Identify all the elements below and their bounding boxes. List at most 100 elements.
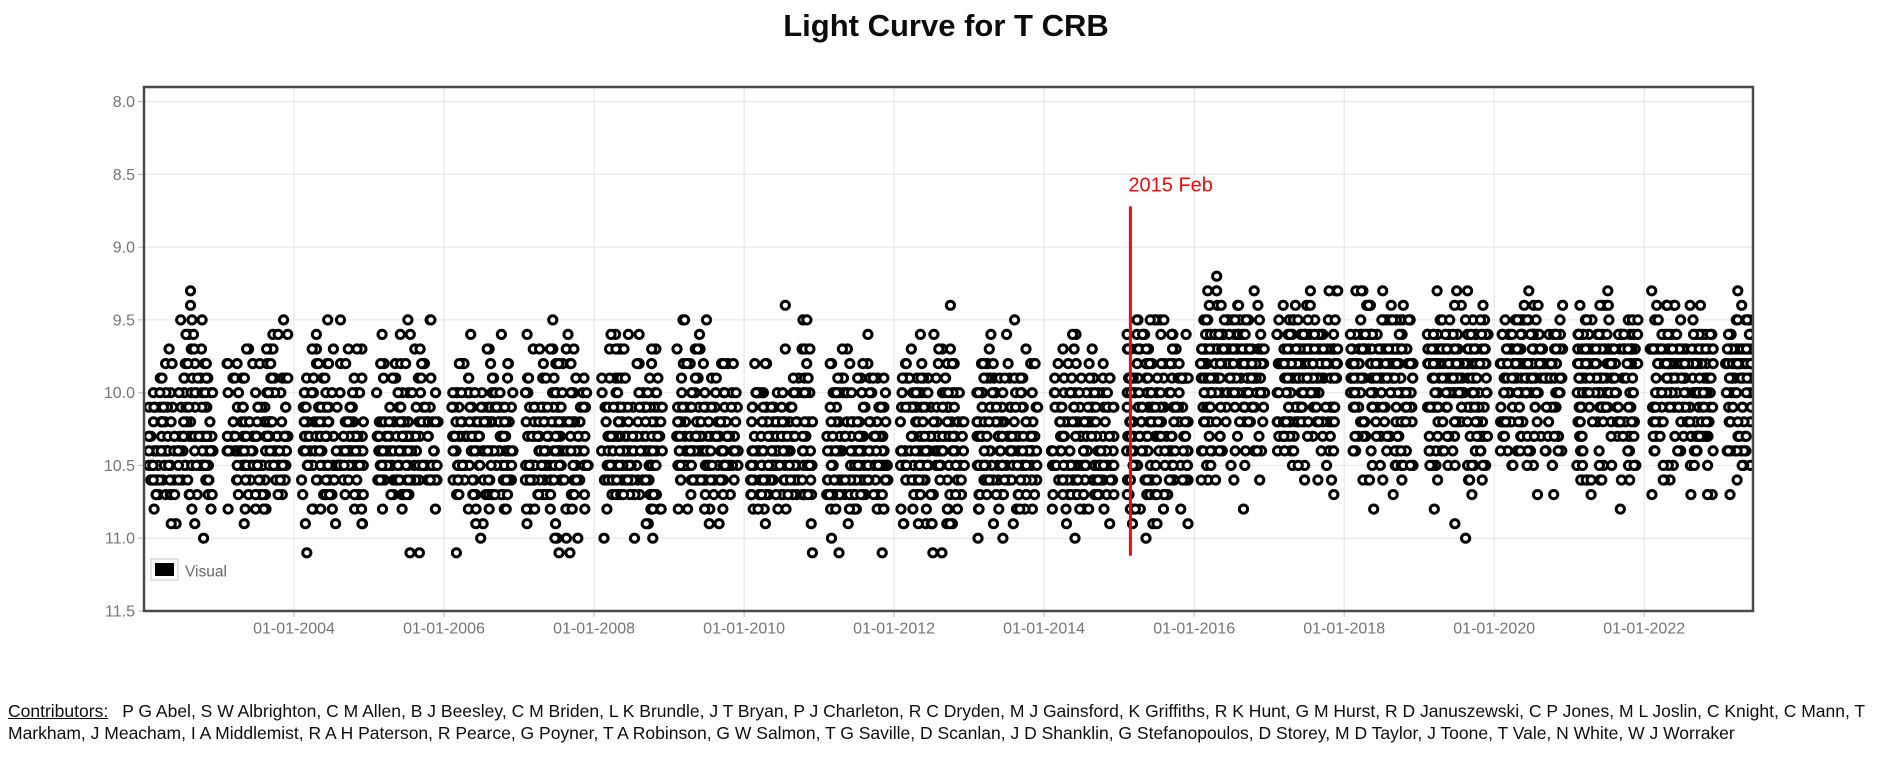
data-point bbox=[1687, 314, 1699, 326]
data-point bbox=[1480, 387, 1493, 399]
data-point bbox=[705, 445, 717, 457]
data-point bbox=[1228, 387, 1241, 399]
data-point bbox=[1732, 285, 1744, 297]
data-point bbox=[1621, 358, 1633, 370]
data-point bbox=[1181, 459, 1193, 471]
data-point bbox=[229, 430, 241, 442]
data-point bbox=[1238, 401, 1250, 413]
data-point bbox=[1466, 459, 1478, 471]
data-point bbox=[1451, 358, 1463, 370]
data-point bbox=[1467, 387, 1479, 399]
data-point bbox=[1282, 343, 1294, 355]
data-point bbox=[1384, 387, 1397, 399]
data-point bbox=[502, 372, 514, 384]
data-point bbox=[832, 372, 844, 384]
data-point bbox=[322, 314, 334, 326]
data-point bbox=[544, 343, 557, 355]
data-point bbox=[306, 387, 318, 399]
data-point bbox=[674, 459, 687, 471]
data-point bbox=[424, 474, 436, 486]
data-point bbox=[1180, 430, 1192, 442]
data-point bbox=[978, 372, 990, 384]
data-point bbox=[1176, 372, 1188, 384]
data-point bbox=[326, 503, 338, 515]
data-point bbox=[695, 474, 707, 486]
data-point bbox=[1104, 372, 1116, 384]
data-point bbox=[501, 489, 514, 501]
data-point bbox=[1609, 387, 1621, 399]
data-point bbox=[1427, 328, 1440, 340]
data-point bbox=[232, 489, 244, 501]
data-point bbox=[1617, 430, 1629, 442]
data-point bbox=[1521, 314, 1533, 326]
data-point bbox=[1694, 372, 1706, 384]
data-point bbox=[1740, 387, 1752, 399]
data-point bbox=[1205, 459, 1217, 471]
data-point bbox=[1383, 343, 1395, 355]
data-point bbox=[933, 343, 945, 355]
contributors: Contributors: P G Abel, S W Albrighton, C… bbox=[8, 700, 1886, 744]
data-point bbox=[1129, 503, 1141, 515]
data-point bbox=[1707, 445, 1719, 457]
data-point bbox=[957, 445, 970, 457]
data-point bbox=[249, 489, 262, 501]
data-point bbox=[1057, 343, 1069, 355]
data-point bbox=[762, 430, 774, 442]
data-point bbox=[1387, 314, 1399, 326]
data-point bbox=[1608, 343, 1620, 355]
data-point bbox=[990, 489, 1002, 501]
data-point bbox=[1073, 387, 1085, 399]
data-point bbox=[805, 518, 817, 530]
data-point bbox=[202, 474, 214, 486]
data-point bbox=[1647, 343, 1659, 355]
data-point bbox=[956, 430, 968, 442]
data-point bbox=[482, 445, 494, 457]
data-point bbox=[1606, 459, 1618, 471]
data-point bbox=[222, 445, 234, 457]
data-point bbox=[1078, 416, 1091, 428]
data-point bbox=[863, 445, 875, 457]
data-point bbox=[1368, 503, 1380, 515]
data-point bbox=[1574, 299, 1586, 311]
data-point bbox=[1066, 372, 1078, 384]
data-point bbox=[825, 416, 837, 428]
data-point bbox=[627, 430, 639, 442]
data-point bbox=[746, 459, 758, 471]
data-point bbox=[394, 416, 407, 428]
data-point bbox=[1229, 445, 1241, 457]
data-point bbox=[1218, 343, 1230, 355]
data-point bbox=[330, 518, 342, 530]
data-point bbox=[1432, 474, 1444, 486]
data-point bbox=[927, 547, 939, 559]
data-point bbox=[1323, 285, 1335, 297]
data-point bbox=[553, 416, 565, 428]
data-point bbox=[404, 547, 416, 559]
data-point bbox=[907, 503, 919, 515]
data-point bbox=[1213, 328, 1225, 340]
data-point bbox=[1614, 416, 1626, 428]
data-point bbox=[1455, 401, 1468, 413]
data-point bbox=[1550, 343, 1562, 355]
data-point bbox=[998, 474, 1011, 486]
data-point bbox=[1596, 474, 1608, 486]
data-point bbox=[425, 314, 437, 326]
data-point bbox=[549, 532, 561, 544]
data-point bbox=[693, 328, 706, 340]
data-point bbox=[465, 328, 477, 340]
data-point bbox=[1494, 445, 1507, 457]
data-point bbox=[686, 387, 698, 399]
data-point bbox=[1724, 489, 1736, 501]
data-point bbox=[913, 474, 925, 486]
data-point bbox=[1047, 489, 1059, 501]
data-point bbox=[1673, 401, 1685, 413]
data-point bbox=[912, 518, 925, 530]
data-point bbox=[253, 474, 265, 486]
data-point bbox=[279, 430, 291, 442]
data-point bbox=[199, 459, 211, 471]
data-point bbox=[1687, 328, 1700, 340]
data-point bbox=[1145, 387, 1157, 399]
data-point bbox=[897, 518, 910, 530]
data-point bbox=[1381, 430, 1393, 442]
data-point bbox=[1500, 416, 1512, 428]
data-point bbox=[1029, 358, 1041, 370]
